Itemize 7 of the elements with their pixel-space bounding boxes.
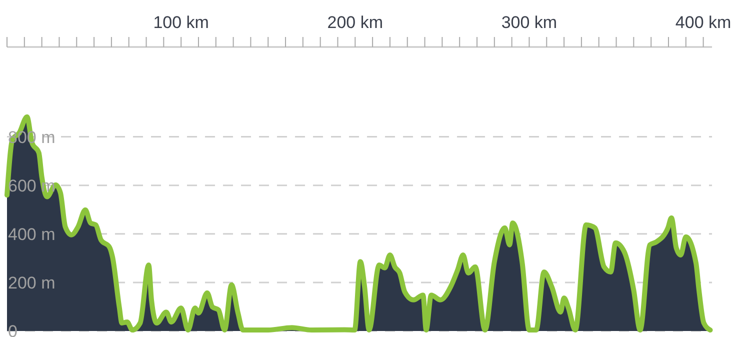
y-tick-label: 200 m	[8, 273, 56, 292]
x-tick-label: 400 km	[675, 12, 732, 32]
y-tick-label: 400 m	[8, 224, 56, 244]
x-tick-label: 100 km	[153, 12, 209, 32]
y-tick-label: 800 m	[8, 128, 56, 147]
x-tick-label: 200 km	[327, 12, 384, 32]
x-tick-label: 300 km	[501, 12, 558, 32]
